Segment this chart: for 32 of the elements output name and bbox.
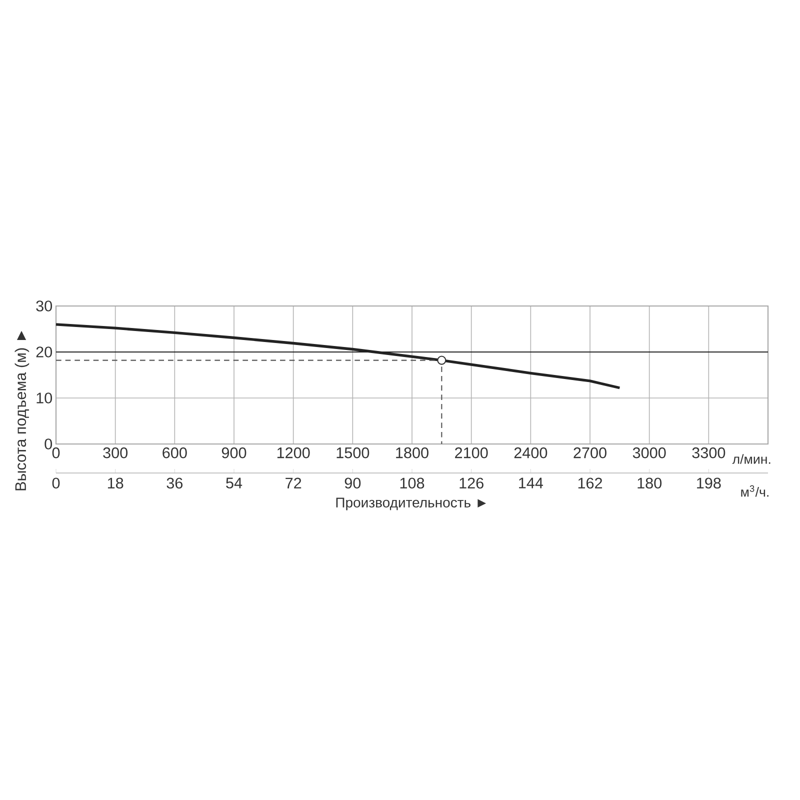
x2-tick-label: 54	[226, 478, 242, 488]
x-tick-label: 2400	[514, 447, 548, 458]
y-tick-label: 20	[36, 346, 52, 358]
x-tick-label: 1800	[396, 447, 428, 458]
x-tick-label: 600	[162, 447, 187, 458]
x2-tick-label: 36	[166, 478, 183, 489]
y-tick-label: 30	[36, 300, 52, 312]
x2-tick-label: 72	[286, 478, 302, 488]
x-tick-label: 1200	[277, 447, 310, 458]
y-axis-title: Высота подъема (м) ►	[14, 330, 30, 490]
x-tick-label: 3300	[692, 447, 726, 458]
x-tick-label: 900	[222, 447, 246, 458]
y-tick-label: 0	[44, 438, 52, 450]
text: л/мин.	[732, 454, 770, 464]
x2-tick-label: 108	[400, 478, 424, 489]
x2-tick-label: 162	[578, 478, 602, 489]
x2-tick-label: 180	[638, 478, 662, 489]
x-axis-title: Производительность ►	[336, 498, 486, 510]
x-tick-label: 2100	[455, 447, 488, 458]
x2-tick-label: 18	[108, 478, 124, 489]
x2-tick-label: 90	[344, 478, 361, 489]
x2-tick-label: 126	[460, 478, 484, 489]
y-tick-label: 10	[36, 392, 52, 404]
x2-tick-label: 0	[52, 478, 60, 489]
x-tick-label: 300	[103, 447, 128, 458]
x-tick-label: 1500	[336, 447, 370, 458]
x-tick-label: 3000	[632, 447, 666, 458]
x2-tick-label: 198	[697, 478, 721, 489]
text: м$^{3}$/ч.	[741, 485, 768, 497]
x-tick-label: 0	[52, 447, 60, 458]
x-tick-label: 2700	[574, 447, 606, 458]
x2-tick-label: 144	[519, 478, 543, 488]
